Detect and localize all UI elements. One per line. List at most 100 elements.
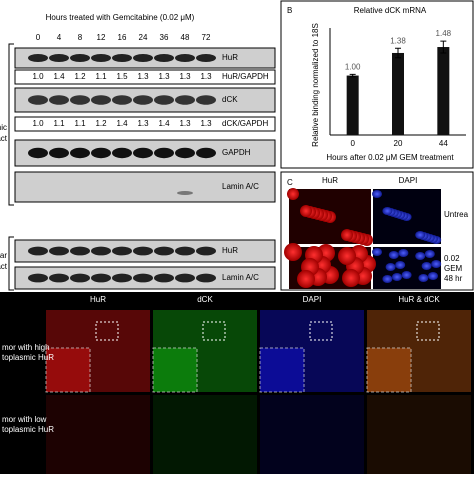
timepoint: 12: [97, 33, 106, 42]
nucleus: [392, 273, 402, 281]
nucleus: [401, 271, 412, 279]
band: [196, 246, 216, 256]
row-label: Untrea: [444, 210, 469, 219]
ratio: 1.1: [74, 119, 86, 128]
nucleus: [382, 275, 393, 283]
bracket: [8, 43, 14, 206]
timepoint: 4: [57, 33, 62, 42]
ratio: 1.5: [116, 72, 128, 81]
ratio: 1.3: [179, 72, 191, 81]
column-header: DAPI: [303, 295, 322, 304]
band: [175, 246, 195, 256]
band: [28, 54, 48, 62]
tissue-image: [367, 395, 471, 474]
timepoint: 0: [36, 33, 41, 42]
band: [112, 54, 132, 62]
ratio: 1.3: [200, 119, 212, 128]
band: [112, 273, 132, 283]
nucleus: [398, 249, 409, 257]
band: [49, 54, 69, 62]
blot-label: dCK: [222, 95, 238, 104]
band: [70, 54, 90, 62]
band: [175, 54, 195, 62]
error-bar: [440, 40, 447, 54]
nucleus: [395, 261, 406, 269]
band: [70, 273, 90, 283]
ratio: 1.3: [179, 119, 191, 128]
timepoint: 8: [78, 33, 83, 42]
row-label: mor with high: [2, 343, 50, 352]
band: [91, 273, 111, 283]
ratio: 1.1: [53, 119, 65, 128]
ratio: 1.2: [74, 72, 86, 81]
ratio: 1.3: [137, 119, 149, 128]
nucleus: [388, 251, 399, 259]
blot-label: HuR: [222, 246, 238, 255]
error-bar: [349, 73, 356, 78]
ratio: 1.3: [158, 72, 170, 81]
row-label: mor with low: [2, 415, 47, 424]
band: [133, 246, 153, 256]
band: [112, 147, 132, 159]
panel-c-frame: [280, 171, 474, 291]
section-label: extract: [0, 262, 8, 271]
inset: [259, 347, 305, 393]
nucleus: [415, 231, 426, 239]
band: [196, 273, 216, 283]
band: [91, 95, 111, 105]
x-tick-label: 20: [394, 139, 403, 148]
blot-label: HuR: [222, 53, 238, 62]
band: [91, 147, 111, 159]
band: [70, 95, 90, 105]
bar: [437, 47, 450, 136]
cell: [297, 270, 315, 288]
column-header: DAPI: [399, 176, 418, 185]
panel-a-title: Hours treated with Gemcitabine (0.02 μM): [46, 13, 195, 22]
nucleus: [385, 263, 396, 271]
timepoint: 48: [181, 33, 190, 42]
bar: [392, 52, 404, 135]
nucleus: [431, 260, 442, 268]
value-label: 1.00: [345, 62, 361, 71]
ratio-label: dCK/GAPDH: [222, 119, 268, 128]
ratio: 1.3: [200, 72, 212, 81]
column-header: HuR: [322, 176, 338, 185]
ratio: 1.1: [95, 72, 107, 81]
band: [196, 54, 216, 62]
tissue-image: [260, 395, 364, 474]
band: [49, 95, 69, 105]
nucleus: [415, 252, 426, 260]
column-header: HuR: [90, 295, 106, 304]
nucleus: [372, 248, 382, 256]
inset: [45, 347, 91, 393]
inset: [152, 347, 198, 393]
row-label: toplasmic HuR: [2, 425, 54, 434]
chart-title: Relative dCK mRNA: [354, 6, 427, 15]
nucleus: [421, 262, 432, 270]
panel-b-frame: [280, 0, 474, 169]
band: [175, 147, 195, 159]
band: [154, 54, 174, 62]
band: [154, 95, 174, 105]
band: [177, 191, 193, 195]
ratio: 1.2: [95, 119, 107, 128]
band: [196, 95, 216, 105]
ratio: 1.0: [32, 72, 44, 81]
section-label: plasmic: [0, 123, 7, 132]
band: [154, 147, 174, 159]
ratio: 1.3: [137, 72, 149, 81]
blot-label: Lamin A/C: [222, 182, 259, 191]
band: [175, 273, 195, 283]
row-label: 0.02: [444, 254, 460, 263]
band: [70, 246, 90, 256]
panel-letter: B: [287, 6, 292, 15]
cell: [284, 243, 302, 261]
value-label: 1.48: [436, 29, 452, 38]
band: [112, 246, 132, 256]
band: [133, 273, 153, 283]
cell: [300, 205, 312, 217]
bar: [346, 75, 359, 135]
band: [91, 54, 111, 62]
band: [196, 147, 216, 159]
